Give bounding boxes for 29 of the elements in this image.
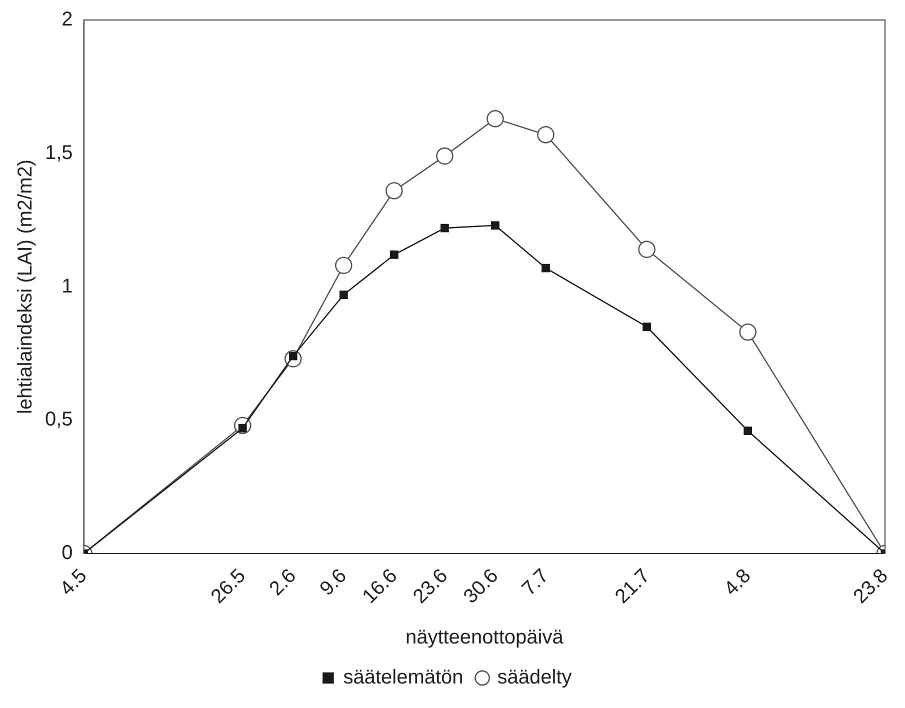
- point: [335, 256, 352, 274]
- point: [542, 264, 550, 272]
- point: [491, 221, 500, 230]
- point: [440, 224, 449, 232]
- y-tick-label: 0: [62, 542, 73, 564]
- legend-label: säätelemätön: [343, 666, 464, 689]
- point: [638, 240, 656, 258]
- y-tick-label: 0,5: [44, 408, 73, 431]
- point: [390, 250, 398, 259]
- y-tick-label: 2: [62, 8, 73, 31]
- y-axis-title: lehtialaindeksi (LAI) (m2/m2): [14, 159, 37, 414]
- point: [739, 323, 757, 341]
- x-tick-label: 30.6: [460, 564, 503, 608]
- x-tick-label: 7.7: [518, 564, 554, 600]
- point: [642, 322, 651, 331]
- point: [339, 290, 348, 299]
- point: [386, 182, 403, 200]
- point: [537, 126, 554, 144]
- point: [486, 110, 504, 128]
- x-tick-label: 4.5: [56, 564, 92, 600]
- x-tick-label: 2.6: [265, 564, 301, 600]
- x-tick-label: 4.8: [720, 564, 756, 600]
- legend-label: säädelty: [497, 666, 572, 689]
- y-tick-label: 1: [62, 275, 73, 298]
- x-tick-label: 9.6: [316, 564, 352, 600]
- point: [436, 147, 454, 165]
- y-tick-label: 1,5: [44, 142, 73, 164]
- point: [744, 426, 752, 435]
- x-axis-title: näytteenottopäivä: [405, 626, 564, 649]
